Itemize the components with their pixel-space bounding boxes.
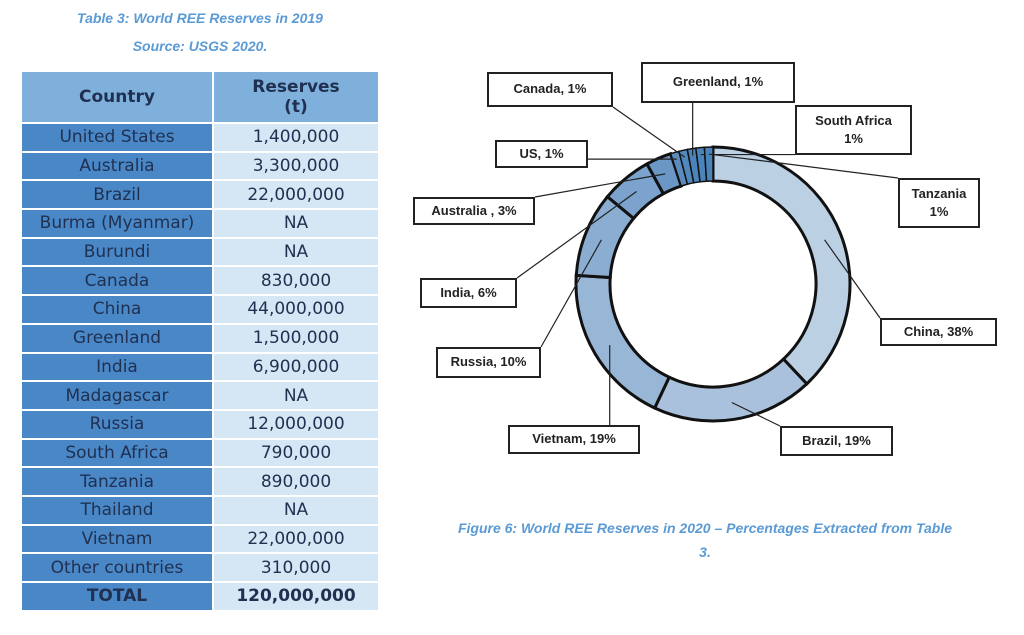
country-cell: Russia: [20, 408, 214, 440]
data-label: Australia , 3%: [413, 197, 535, 225]
data-label: Tanzania 1%: [898, 178, 980, 228]
country-cell: Vietnam: [20, 523, 214, 555]
data-label: China, 38%: [880, 318, 997, 346]
table-row: Thailand NA: [20, 494, 380, 526]
reserves-cell: 22,000,000: [212, 179, 380, 211]
reserves-cell: 3,300,000: [212, 150, 380, 182]
reserves-cell: NA: [212, 208, 380, 239]
slice-vietnam: [574, 273, 672, 410]
total-value: 120,000,000: [212, 581, 380, 612]
slice-tanzania: [703, 146, 714, 182]
reserves-cell: 790,000: [212, 437, 380, 469]
leader-line: [824, 239, 881, 319]
leader-line: [534, 173, 666, 198]
table-row: Madagascar NA: [20, 380, 380, 411]
country-cell: Canada: [20, 265, 214, 297]
table-row: Brazil 22,000,000: [20, 179, 380, 211]
reserves-cell: 6,900,000: [212, 351, 380, 383]
reserves-cell: 830,000: [212, 265, 380, 297]
country-cell: Other countries: [20, 552, 214, 583]
reserves-cell: NA: [212, 236, 380, 268]
data-label: Russia, 10%: [436, 347, 541, 378]
country-cell: Greenland: [20, 322, 214, 354]
table-row: South Africa 790,000: [20, 437, 380, 469]
country-cell: United States: [20, 122, 214, 153]
reserves-cell: 44,000,000: [212, 294, 380, 325]
reserves-cell: NA: [212, 380, 380, 411]
data-label: India, 6%: [420, 278, 517, 308]
total-row: TOTAL 120,000,000: [20, 581, 380, 612]
country-cell: Burma (Myanmar): [20, 208, 214, 239]
table-row: Canada 830,000: [20, 265, 380, 297]
country-cell: Australia: [20, 150, 214, 182]
country-cell: South Africa: [20, 437, 214, 469]
reserves-cell: 1,400,000: [212, 122, 380, 153]
reserves-cell: 12,000,000: [212, 408, 380, 440]
table-row: United States 1,400,000: [20, 122, 380, 153]
figure-caption: Figure 6: World REE Reserves in 2020 – P…: [457, 520, 953, 560]
reserves-cell: 310,000: [212, 552, 380, 583]
leader-line: [708, 153, 899, 179]
header-country: Country: [20, 70, 214, 124]
country-cell: China: [20, 294, 214, 325]
leader-line: [612, 106, 685, 158]
table-source: Source: USGS 2020.: [132, 38, 268, 54]
data-label: Vietnam, 19%: [508, 425, 640, 454]
data-label: US, 1%: [495, 140, 588, 168]
data-label: Greenland, 1%: [641, 62, 795, 103]
data-label: Canada, 1%: [487, 72, 613, 107]
country-cell: Brazil: [20, 179, 214, 211]
leader-line: [731, 401, 781, 427]
slice-brazil: [652, 356, 809, 423]
leader-line: [516, 191, 637, 279]
reserves-table: Country Reserves (t) United States 1,400,0…: [20, 70, 380, 612]
table-row: Australia 3,300,000: [20, 150, 380, 182]
table-row: Burma (Myanmar) NA: [20, 208, 380, 239]
reserves-cell: NA: [212, 494, 380, 526]
country-cell: Madagascar: [20, 380, 214, 411]
table-row: Other countries 310,000: [20, 552, 380, 583]
total-label: TOTAL: [20, 581, 214, 612]
reserves-cell: 22,000,000: [212, 523, 380, 555]
table-row: Burundi NA: [20, 236, 380, 268]
reserves-cell: 1,500,000: [212, 322, 380, 354]
table-row: Tanzania 890,000: [20, 466, 380, 497]
country-cell: Thailand: [20, 494, 214, 526]
table-title: Table 3: World REE Reserves in 2019: [77, 10, 323, 26]
country-cell: Tanzania: [20, 466, 214, 497]
data-label: South Africa 1%: [795, 105, 912, 155]
reserves-cell: 890,000: [212, 466, 380, 497]
table-row: Russia 12,000,000: [20, 408, 380, 440]
leader-line: [540, 239, 602, 348]
country-cell: India: [20, 351, 214, 383]
country-cell: Burundi: [20, 236, 214, 268]
table-row: Greenland 1,500,000: [20, 322, 380, 354]
slice-china: [711, 145, 852, 386]
table-row: Vietnam 22,000,000: [20, 523, 380, 555]
table-row: India 6,900,000: [20, 351, 380, 383]
header-reserves: Reserves (t): [212, 70, 380, 124]
table-row: China 44,000,000: [20, 294, 380, 325]
data-label: Brazil, 19%: [780, 426, 893, 456]
